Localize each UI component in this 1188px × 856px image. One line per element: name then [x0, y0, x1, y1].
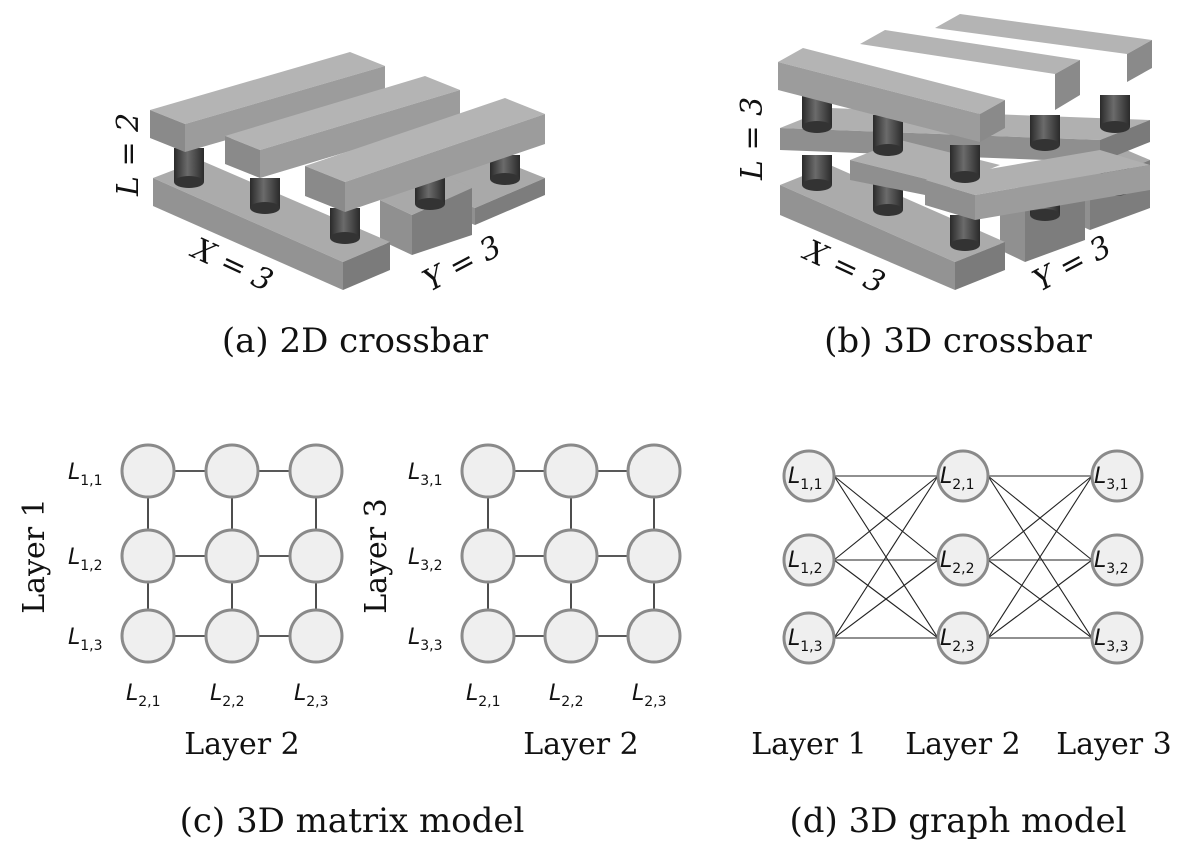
col-label: L2,2: [210, 681, 245, 710]
graph-node-label: L2,3: [940, 626, 975, 655]
matrix-node: [204, 443, 260, 499]
graph-node: [782, 533, 836, 587]
matrix-node: [460, 443, 516, 499]
caption-c: (c) 3D matrix model: [180, 801, 525, 841]
crossbar-3d: L = 3 X = 3 Y = 3: [735, 14, 1152, 301]
graph-node: [936, 611, 990, 665]
col-label: L2,1: [466, 681, 501, 710]
graph-node-label: L3,1: [1094, 464, 1129, 493]
graph-layer3-label: Layer 3: [1056, 727, 1171, 762]
col-label: L2,1: [126, 681, 161, 710]
graph-node-label: L3,3: [1094, 626, 1129, 655]
matrix-node: [543, 443, 599, 499]
graph-node-label: L1,1: [788, 464, 823, 493]
row-label: L1,1: [68, 460, 103, 489]
row-label: L1,3: [68, 625, 103, 654]
matrix-node: [204, 608, 260, 664]
col-label: L2,3: [294, 681, 329, 710]
side-label-layer1: Layer 1: [17, 498, 52, 613]
graph-node-label: L2,2: [940, 548, 975, 577]
matrix-right-nodes: [460, 443, 682, 664]
graph-node: [782, 611, 836, 665]
matrix-node: [204, 528, 260, 584]
crossbar-3d-L-label: L = 3: [735, 97, 770, 181]
side-label-layer3: Layer 3: [359, 498, 394, 613]
graph-node-label: L1,3: [788, 626, 823, 655]
graph-layer2-label: Layer 2: [905, 727, 1020, 762]
graph-model: L1,1 L1,2 L1,3 L2,1 L2,2 L2,3 L3,1 L3,2 …: [751, 449, 1172, 762]
matrix-node: [626, 608, 682, 664]
crossbar-3d-top-bars: [778, 14, 1152, 142]
graph-node: [1090, 449, 1144, 503]
graph-node: [936, 533, 990, 587]
crossbar-2d-L-label: L = 2: [111, 113, 146, 197]
matrix-node: [460, 528, 516, 584]
caption-d: (d) 3D graph model: [789, 801, 1126, 841]
row-label: L3,2: [408, 545, 443, 574]
row-label: L1,2: [68, 545, 103, 574]
graph-node: [782, 449, 836, 503]
caption-a: (a) 2D crossbar: [222, 321, 489, 361]
col-label: L2,2: [549, 681, 584, 710]
matrix-node: [288, 608, 344, 664]
graph-node: [1090, 533, 1144, 587]
matrix-node: [120, 608, 176, 664]
graph-node-label: L3,2: [1094, 548, 1129, 577]
crossbar-2d: L = 2 X = 3 Y = 3: [111, 52, 545, 299]
bottom-label-layer2-left: Layer 2: [184, 727, 299, 762]
graph-node-label: L1,2: [788, 548, 823, 577]
bottom-label-layer2-right: Layer 2: [523, 727, 638, 762]
matrix-node: [288, 443, 344, 499]
row-label: L3,1: [408, 460, 443, 489]
matrix-grid-layer1: L1,1 L1,2 L1,3 L2,1 L2,2 L2,3 Layer 1 La…: [17, 443, 344, 762]
matrix-left-nodes: [120, 443, 344, 664]
graph-node: [1090, 611, 1144, 665]
caption-b: (b) 3D crossbar: [824, 321, 1092, 361]
graph-edges: [833, 475, 1093, 639]
crossbar-3d-upper-pillars: [802, 95, 1130, 183]
row-label: L3,3: [408, 625, 443, 654]
graph-node: [936, 449, 990, 503]
matrix-node: [460, 608, 516, 664]
matrix-node: [120, 528, 176, 584]
graph-layer1-label: Layer 1: [751, 727, 866, 762]
matrix-node: [543, 608, 599, 664]
matrix-node: [543, 528, 599, 584]
graph-node-label: L2,1: [940, 464, 975, 493]
col-label: L2,3: [632, 681, 667, 710]
matrix-node: [120, 443, 176, 499]
matrix-node: [288, 528, 344, 584]
matrix-grid-layer3: L3,1 L3,2 L3,3 L2,1 L2,2 L2,3 Layer 3 La…: [359, 443, 682, 762]
graph-nodes: [782, 449, 1144, 665]
crossbar-2d-top-bars: [150, 52, 545, 212]
matrix-node: [626, 443, 682, 499]
matrix-node: [626, 528, 682, 584]
